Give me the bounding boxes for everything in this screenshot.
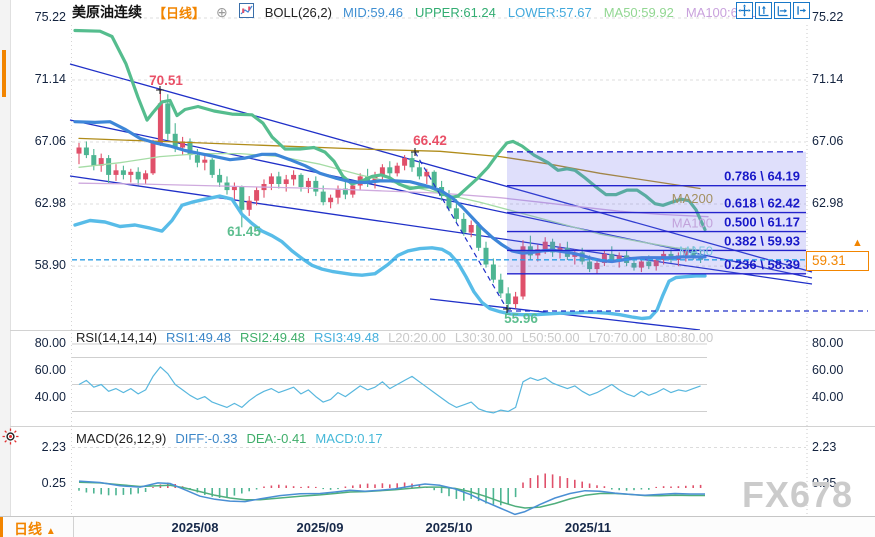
macd-value-item: DEA:-0.41 (246, 431, 307, 446)
cross-marker (411, 148, 419, 156)
symbol-name: 美原油连续 (72, 4, 142, 20)
rsi-value-item: RSI2:49.48 (239, 330, 306, 345)
add-indicator-icon[interactable]: ⊕ (216, 4, 228, 20)
watermark: FX678 (742, 474, 854, 515)
period-tag[interactable]: 【日线】 (153, 5, 206, 21)
boll_mid-line (73, 120, 707, 264)
zoom-vertical-axis-icon[interactable] (755, 2, 772, 19)
trend-channel-line[interactable] (69, 63, 813, 273)
legend-item: MID:59.46 (342, 4, 403, 20)
rsi-tick-label: 40.00 (34, 390, 66, 404)
swing-price-annotation: 55.96 (504, 311, 538, 326)
swing-price-annotation: 70.51 (149, 73, 183, 88)
rsi-header: RSI(14,14,14) RSI1:49.48 RSI2:49.48 RSI3:4… (76, 330, 713, 345)
rsi-value-item: L80:80.00 (655, 330, 714, 345)
macd-tick-label: 0.25 (812, 475, 837, 490)
rsi-value-item: L70:70.00 (588, 330, 647, 345)
macd-values: DIFF:-0.33 DEA:-0.41 MACD:0.17 (175, 431, 382, 446)
bottom-bar-divider (73, 517, 74, 537)
chart-type-icon (238, 3, 254, 21)
bottom-bar-accent (0, 517, 3, 537)
rsi-tick-label: 80.00 (34, 336, 66, 350)
fibonacci-level-label: 0.786 \ 64.19 (724, 169, 800, 184)
ma-line-label: MA50 (679, 244, 713, 259)
rsi-tick-label: 80.00 (812, 336, 844, 350)
macd-tick-label: 2.23 (812, 439, 837, 454)
date-axis-label: 2025/10 (425, 520, 473, 535)
ma-line-label: MA200 (672, 191, 713, 206)
chart-header: 美原油连续 【日线】 ⊕ BOLL(26,2) MID:59.46 UPPER:6… (72, 3, 763, 21)
price-tick-label: 75.22 (812, 10, 844, 24)
fibonacci-level-label: 0.500 \ 61.17 (724, 215, 800, 230)
trend-channel-line[interactable] (69, 175, 813, 285)
indicator-legend: MID:59.46 UPPER:61.24 LOWER:57.67 MA50:59.9… (343, 5, 763, 20)
trend-channel-line[interactable] (69, 119, 813, 279)
macd-tick-label: 2.23 (41, 439, 66, 454)
sidebar-accent-bar (2, 50, 6, 97)
zoom-horizontal-axis-icon[interactable] (774, 2, 791, 19)
fibonacci-level-label: 0.236 \ 58.39 (724, 257, 800, 272)
price-tick-label: 71.14 (34, 72, 66, 86)
rsi-value-item: L20:20.00 (388, 330, 446, 345)
diff-line (78, 480, 705, 516)
rsi-value-item: L50:50.00 (521, 330, 580, 345)
date-axis-label: 2025/09 (296, 520, 344, 535)
chart-toolbar (736, 2, 810, 19)
date-axis-label: 2025/11 (564, 520, 612, 535)
macd-header: MACD(26,12,9) DIFF:-0.33 DEA:-0.41 MACD:0.… (76, 431, 383, 446)
rsi-tick-label: 60.00 (34, 363, 66, 377)
price-tick-label: 71.14 (812, 72, 844, 86)
price-tick-label: 75.22 (34, 10, 66, 24)
price-up-arrow-icon: ▲ (852, 237, 863, 249)
fibonacci-level-label: 0.618 \ 62.42 (724, 196, 800, 211)
boll_lower-line (73, 194, 707, 321)
sun-marker-icon[interactable] (2, 428, 19, 450)
macd-value-item: DIFF:-0.33 (175, 431, 238, 446)
price-tick-label: 67.06 (812, 134, 844, 148)
rsi-tick-label: 40.00 (812, 390, 844, 404)
price-tick-label: 62.98 (812, 196, 844, 210)
legend-item: MA50:59.92 (603, 4, 674, 20)
price-tick-label: 58.90 (34, 258, 66, 273)
price-tick-label: 67.06 (34, 134, 66, 148)
chevron-up-icon: ▲ (45, 526, 56, 537)
rsi-value-item: L30:30.00 (454, 330, 513, 345)
boll_upper-line (73, 28, 707, 232)
ma-line-label: MA100 (672, 216, 713, 231)
rsi-value-item: RSI1:49.48 (165, 330, 231, 345)
rsi-line (78, 366, 701, 414)
timeframe-tab[interactable]: 日线 ▲ (14, 519, 56, 537)
timeframe-tab-label: 日线 (14, 521, 42, 537)
rsi-values: RSI1:49.48 RSI2:49.48 RSI3:49.48 L20:20.00 L… (166, 330, 713, 345)
cross-marker (156, 86, 164, 94)
swing-connector-line (414, 151, 508, 310)
fibonacci-level-label: 0.382 \ 59.93 (724, 233, 800, 248)
pan-tool-icon[interactable] (736, 2, 753, 19)
macd-tick-label: 0.25 (41, 475, 66, 490)
current-price-tag: 59.31 (806, 251, 869, 271)
rsi-indicator-name: RSI(14,14,14) (76, 330, 157, 345)
swing-price-annotation: 66.42 (413, 133, 447, 148)
macd-value-item: MACD:0.17 (315, 431, 383, 446)
swing-price-annotation: 61.45 (227, 224, 261, 239)
rsi-value-item: RSI3:49.48 (314, 330, 380, 345)
legend-item: LOWER:57.67 (507, 4, 592, 20)
bottom-bar: 日线 ▲ 2025/08 2025/09 2025/10 2025/11 (0, 516, 875, 537)
rsi-tick-label: 60.00 (812, 363, 844, 377)
date-axis-label: 2025/08 (171, 520, 219, 535)
macd-histogram (78, 473, 702, 506)
ma200-line (78, 137, 701, 190)
legend-item: UPPER:61.24 (414, 4, 496, 20)
cross-marker (503, 305, 511, 313)
price-tick-label: 62.98 (34, 196, 66, 210)
indicator-name: BOLL(26,2) (264, 4, 332, 20)
shift-right-icon[interactable] (793, 2, 810, 19)
macd-indicator-name: MACD(26,12,9) (76, 431, 167, 446)
dea-line (78, 481, 705, 509)
left-sidebar (0, 0, 11, 537)
